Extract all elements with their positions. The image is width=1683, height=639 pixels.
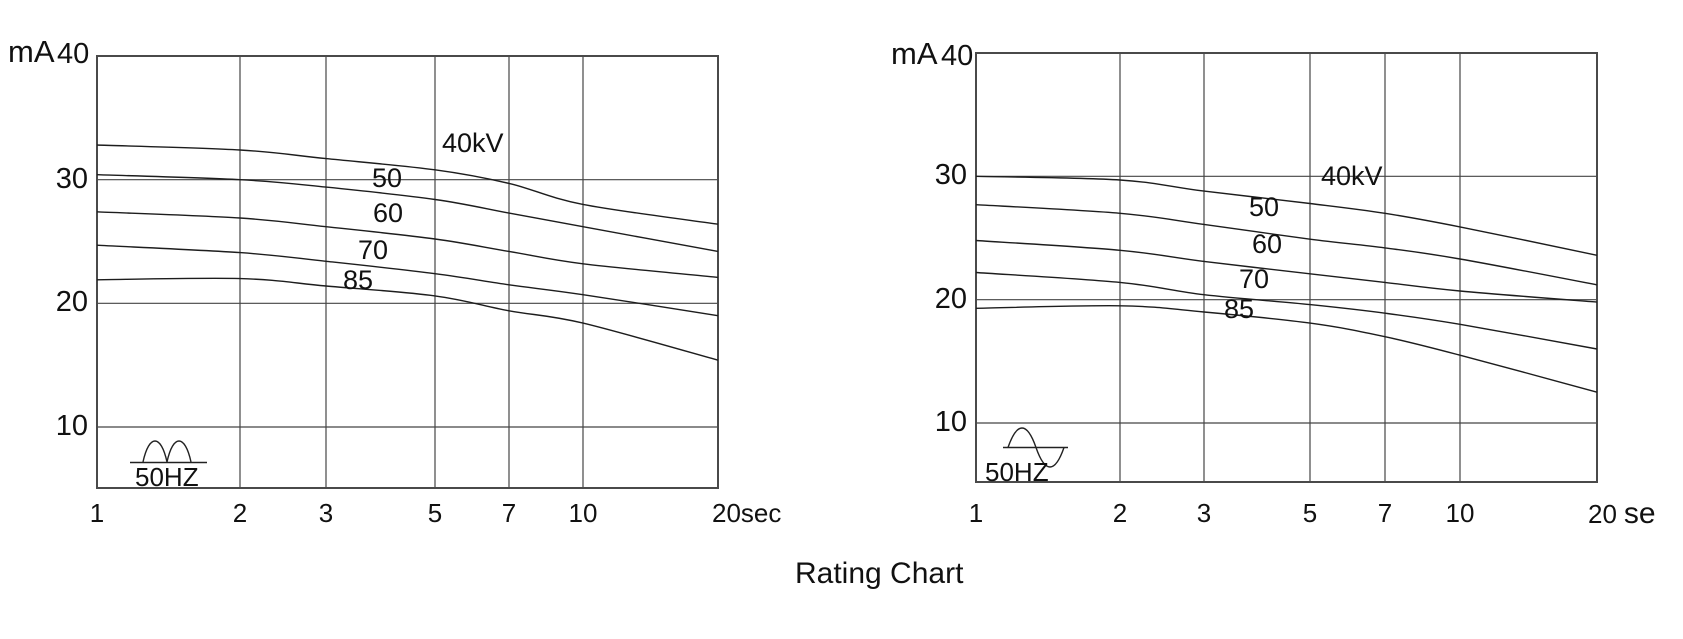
left-x-tick-3: 3 (318, 498, 334, 528)
left-curve-60 (96, 211, 719, 279)
right-curve-60 (975, 239, 1598, 303)
left-chart-curves (96, 144, 719, 361)
right-x-axis-unit: se (1623, 497, 1656, 530)
right-y-tick-30: 30 (934, 159, 967, 192)
sine-waveform-icon (1003, 427, 1068, 468)
right-x-tick-3: 3 (1196, 498, 1212, 528)
right-curve-label-85: 85 (1224, 294, 1255, 324)
left-curve-40kV (96, 144, 719, 225)
right-x-axis-end: 20 se (1588, 499, 1656, 529)
right-y-tick-20: 20 (934, 282, 967, 315)
left-curve-85 (96, 277, 719, 361)
right-x-tick-10: 10 (1445, 498, 1475, 528)
right-curve-50 (975, 204, 1598, 286)
right-x-tick-5: 5 (1302, 498, 1318, 528)
left-y-tick-30: 30 (55, 162, 88, 195)
chart-title: Rating Chart (795, 557, 964, 590)
right-chart-curves (975, 175, 1598, 393)
left-x-tick-5: 5 (427, 498, 443, 528)
right-frequency-label: 50HZ (985, 457, 1049, 487)
right-y-axis-unit: mA (891, 36, 938, 71)
right-y-tick-40: 40 (941, 40, 974, 72)
left-x-tick-2: 2 (232, 498, 248, 528)
full-wave-rectified-waveform-icon (130, 440, 207, 464)
left-curve-70 (96, 244, 719, 317)
right-chart-grid (975, 52, 1598, 483)
left-y-tick-40: 40 (57, 38, 90, 70)
right-curve-label-40kV: 40kV (1321, 161, 1383, 191)
left-y-tick-10: 10 (55, 410, 88, 442)
right-x-tick-7: 7 (1377, 498, 1393, 528)
left-x-axis-unit: sec (740, 498, 782, 528)
right-x-tick-20: 20 (1588, 499, 1617, 529)
left-x-tick-7: 7 (501, 498, 517, 528)
right-curve-label-50: 50 (1249, 192, 1280, 222)
left-x-axis-end: 20sec (712, 500, 781, 526)
left-curve-50 (96, 174, 719, 253)
right-curve-85 (975, 305, 1598, 393)
left-curve-label-85: 85 (343, 265, 374, 295)
left-x-tick-1: 1 (89, 498, 105, 528)
left-x-tick-10: 10 (568, 498, 598, 528)
right-y-tick-10: 10 (934, 406, 967, 438)
left-x-tick-20: 20 (712, 498, 741, 528)
left-curve-label-50: 50 (372, 163, 403, 193)
left-curve-label-60: 60 (373, 198, 404, 228)
right-curve-label-60: 60 (1252, 229, 1283, 259)
left-curve-label-40kV: 40kV (442, 128, 504, 158)
right-curve-70 (975, 271, 1598, 350)
left-frequency-label: 50HZ (135, 462, 199, 492)
right-curve-40kV (975, 175, 1598, 256)
right-curve-label-70: 70 (1239, 264, 1270, 294)
left-curve-label-70: 70 (358, 235, 389, 265)
right-x-tick-2: 2 (1112, 498, 1128, 528)
left-y-tick-20: 20 (55, 286, 88, 319)
left-y-axis-unit: mA (8, 34, 55, 69)
right-x-tick-1: 1 (968, 498, 984, 528)
left-chart-grid (96, 55, 719, 489)
